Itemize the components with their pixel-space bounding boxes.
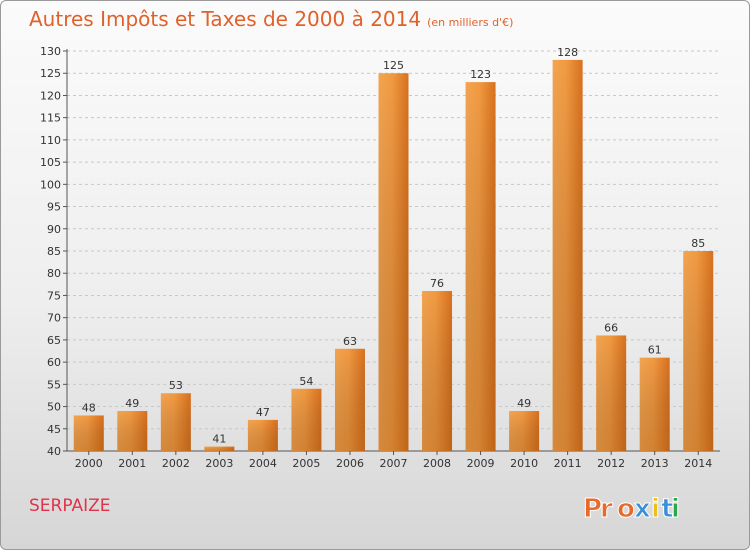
data-label: 85 [691,237,705,250]
data-label: 49 [517,397,531,410]
bar-layer: 48 49 53 41 47 54 63 125 76 123 49 128 66 61 85 [73,46,714,452]
y-tick-label: 95 [47,201,61,214]
bar-shade [509,411,540,451]
y-tick-label: 100 [40,178,61,191]
y-tick-label: 55 [47,378,61,391]
y-tick-label: 75 [47,289,61,302]
data-label: 54 [299,375,313,388]
data-label: 48 [82,401,96,414]
y-tick-label: 90 [47,223,61,236]
data-label: 66 [604,321,618,334]
bar-shade [639,357,670,451]
chart-unit: (en milliers d'€) [427,16,514,29]
y-tick-label: 45 [47,423,61,436]
y-tick-label: 70 [47,312,61,325]
data-label: 128 [557,46,578,59]
x-tick-label: 2006 [336,457,364,470]
bar-shade [160,393,191,451]
chart-title-text: Autres Impôts et Taxes de 2000 à 2014 [29,7,422,31]
axis-layer: 40 45 50 55 60 65 70 75 80 85 90 95 100 105 110 115 120 1… [40,45,720,470]
x-tick-label: 2012 [597,457,625,470]
commune-name: SERPAIZE [29,496,111,516]
data-label: 47 [256,406,270,419]
logo-letter: r [600,494,613,524]
logo-letter: t [661,494,673,524]
y-tick-label: 50 [47,401,61,414]
x-tick-label: 2002 [162,457,190,470]
x-tick-label: 2003 [205,457,233,470]
bar-shade [552,59,583,452]
x-tick-label: 2011 [554,457,582,470]
bar-shade [422,291,453,451]
x-tick-label: 2004 [249,457,277,470]
data-label: 76 [430,277,444,290]
y-tick-label: 105 [40,156,61,169]
y-tick-label: 115 [40,112,61,125]
y-tick-label: 85 [47,245,61,258]
proxiti-logo-mark: Pr o x i ti [583,494,681,525]
x-tick-label: 2007 [380,457,408,470]
logo-letter: o [617,494,635,524]
bar-chart: 40 45 50 55 60 65 70 75 80 85 90 95 100 105 110 115 120 1… [40,45,720,470]
bar-shade [204,446,235,451]
y-tick-label: 130 [40,45,61,58]
data-label: 125 [383,59,404,72]
y-tick-label: 40 [47,445,61,458]
data-label: 61 [648,344,662,357]
logo-letter: x [634,494,651,524]
bar-shade [291,388,322,451]
data-label: 123 [470,68,491,81]
x-tick-label: 2000 [75,457,103,470]
chart-title: Autres Impôts et Taxes de 2000 à 2014 (en… [29,7,513,31]
data-label: 63 [343,335,357,348]
bar-shade [117,411,148,451]
bar-shade [73,415,104,451]
bar-shade [596,335,627,451]
y-tick-label: 120 [40,89,61,102]
bar-shade [334,348,365,451]
logo-letter: i [651,494,660,524]
bar-shade [378,73,409,451]
x-tick-label: 2001 [118,457,146,470]
x-tick-label: 2008 [423,457,451,470]
y-tick-label: 65 [47,334,61,347]
x-tick-label: 2013 [641,457,669,470]
x-tick-label: 2010 [510,457,538,470]
y-tick-label: 80 [47,267,61,280]
bar-shade [247,419,278,451]
bar-shade [683,251,714,451]
y-tick-label: 125 [40,67,61,80]
data-label: 49 [125,397,139,410]
x-tick-label: 2005 [292,457,320,470]
x-tick-label: 2014 [684,457,712,470]
data-label: 53 [169,379,183,392]
data-label: 41 [212,433,226,446]
logo-letter: P [583,494,602,524]
y-tick-label: 60 [47,356,61,369]
logo-letter: i [671,494,680,524]
bar-shade [465,82,496,451]
x-tick-label: 2009 [467,457,495,470]
y-tick-label: 110 [40,134,61,147]
